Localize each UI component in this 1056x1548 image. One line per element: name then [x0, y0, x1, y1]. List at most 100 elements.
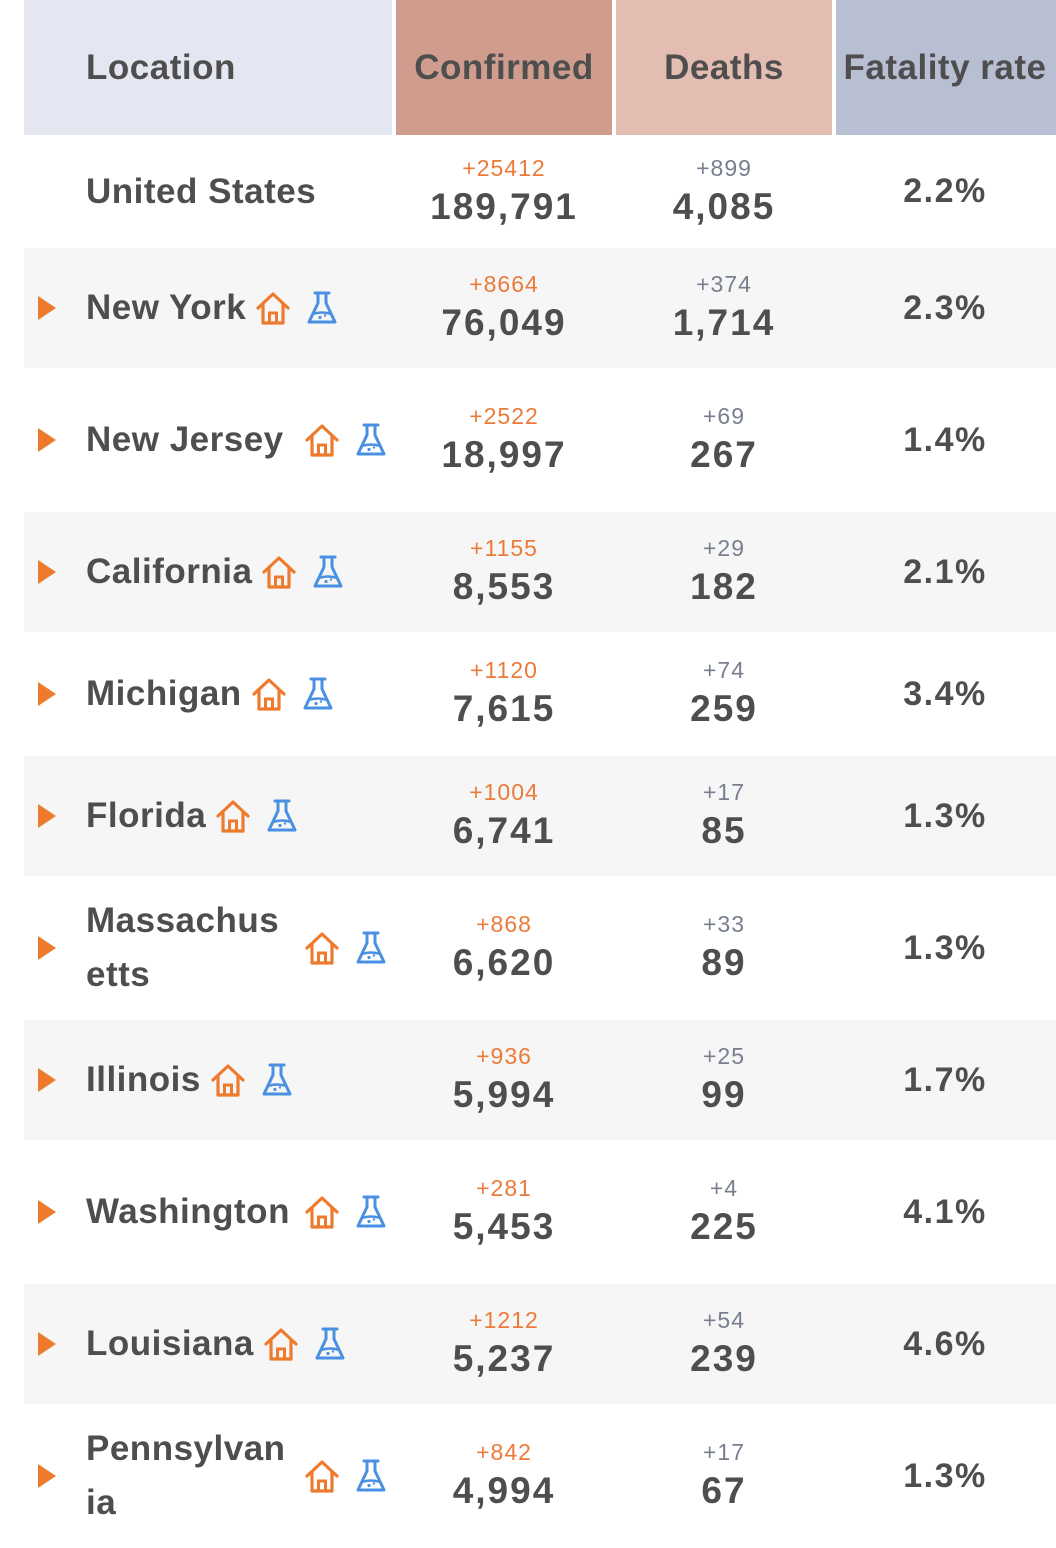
table-row[interactable]: California +1155 8,553	[24, 512, 1056, 632]
confirmed-cell: +281 5,453	[396, 1140, 612, 1284]
table-row[interactable]: Michigan +1120 7,615	[24, 632, 1056, 756]
deaths-delta: +17	[702, 779, 745, 805]
confirmed-cell: +1004 6,741	[396, 756, 612, 876]
header-deaths[interactable]: Deaths	[616, 0, 832, 135]
location-icons	[303, 421, 387, 459]
deaths-cell: +4 225	[616, 1140, 832, 1284]
house-icon	[264, 1328, 298, 1361]
house-icon	[211, 1064, 245, 1097]
deaths-delta: +374	[696, 271, 752, 297]
fatality-rate-value: 4.1%	[903, 1192, 987, 1231]
deaths-value: 85	[701, 810, 747, 851]
deaths-delta: +33	[702, 911, 745, 937]
flask-icon	[356, 931, 386, 964]
caret-right-icon[interactable]	[38, 682, 56, 706]
location-cell: Louisiana	[86, 1284, 346, 1404]
location-name: Louisiana	[86, 1324, 254, 1363]
table-row[interactable]: Illinois +936 5,994	[24, 1020, 1056, 1140]
location-name: United States	[86, 171, 317, 211]
caret-right-icon[interactable]	[38, 1464, 56, 1488]
flask-icon	[307, 291, 337, 324]
fatality-rate-value: 2.3%	[903, 288, 987, 327]
deaths-delta: +54	[702, 1307, 745, 1333]
caret-right-icon[interactable]	[38, 1068, 56, 1092]
table-row[interactable]: New Jersey +2522 18,997	[24, 368, 1056, 512]
deaths-delta: +17	[702, 1439, 745, 1465]
table-body: United States +25412 189,791 +899 4,085 …	[24, 135, 1056, 1548]
location-name: Florida	[86, 796, 207, 835]
confirmed-delta: +1212	[469, 1307, 539, 1333]
deaths-value: 89	[701, 942, 747, 983]
header-edge	[1054, 0, 1056, 135]
deaths-value: 259	[690, 688, 758, 729]
caret-right-icon[interactable]	[38, 1200, 56, 1224]
house-icon	[305, 1196, 339, 1229]
location-cell: California	[86, 512, 344, 632]
covid-table: Location Confirmed Deaths Fatality rate …	[24, 0, 1056, 1548]
header-confirmed[interactable]: Confirmed	[396, 0, 612, 135]
fatality-rate-value: 1.3%	[903, 928, 987, 967]
header-fatality-rate[interactable]: Fatality rate	[836, 0, 1054, 135]
table-row[interactable]: Florida +1004 6,741	[24, 756, 1056, 876]
deaths-cell: +899 4,085	[616, 135, 832, 248]
location-name: New York	[86, 288, 247, 327]
header-location[interactable]: Location	[24, 0, 392, 135]
confirmed-value: 6,741	[452, 810, 556, 851]
table-row[interactable]: Washington +281 5,453	[24, 1140, 1056, 1284]
location-name: Illinois	[86, 1060, 201, 1099]
flask-icon	[267, 799, 297, 832]
confirmed-value: 189,791	[430, 185, 578, 227]
deaths-delta: +69	[702, 403, 745, 429]
location-name: Massachusetts	[86, 901, 280, 994]
deaths-delta: +4	[709, 1175, 739, 1201]
location-cell: New Jersey	[86, 368, 387, 512]
deaths-cell: +25 99	[616, 1020, 832, 1140]
table-row[interactable]: Massachusetts +868 6,620	[24, 876, 1056, 1020]
confirmed-cell: +1120 7,615	[396, 632, 612, 756]
flask-icon	[356, 1459, 386, 1492]
caret-right-icon[interactable]	[38, 428, 56, 452]
table-row: United States +25412 189,791 +899 4,085 …	[24, 135, 1056, 248]
flask-icon	[356, 1195, 386, 1228]
caret-right-icon[interactable]	[38, 1332, 56, 1356]
table-row[interactable]: Pennsylvania +842 4,994	[24, 1404, 1056, 1548]
flask-icon	[315, 1327, 345, 1360]
location-cell: New York	[86, 248, 338, 368]
location-icons	[303, 1193, 387, 1231]
confirmed-cell: +1155 8,553	[396, 512, 612, 632]
deaths-cell: +17 85	[616, 756, 832, 876]
confirmed-value: 76,049	[441, 302, 567, 343]
caret-right-icon[interactable]	[38, 936, 56, 960]
location-name: New Jersey	[86, 420, 284, 459]
house-icon	[305, 1460, 339, 1493]
deaths-value: 99	[701, 1074, 747, 1115]
caret-right-icon[interactable]	[38, 560, 56, 584]
deaths-delta: +29	[702, 535, 745, 561]
location-icons	[260, 553, 344, 591]
fatality-rate-value: 1.3%	[903, 1456, 987, 1495]
deaths-value: 67	[701, 1470, 747, 1511]
deaths-value: 4,085	[672, 185, 776, 227]
confirmed-delta: +842	[476, 1439, 532, 1465]
deaths-value: 1,714	[672, 302, 776, 343]
location-icons	[250, 675, 334, 713]
caret-right-icon[interactable]	[38, 804, 56, 828]
table-row[interactable]: Louisiana +1212 5,237	[24, 1284, 1056, 1404]
deaths-cell: +33 89	[616, 876, 832, 1020]
fatality-rate-value: 2.2%	[903, 172, 987, 210]
confirmed-value: 7,615	[452, 688, 556, 729]
confirmed-delta: +868	[476, 911, 532, 937]
deaths-cell: +69 267	[616, 368, 832, 512]
house-icon	[262, 556, 297, 589]
confirmed-delta: +25412	[462, 154, 546, 181]
caret-right-icon[interactable]	[38, 296, 56, 320]
confirmed-delta: +936	[476, 1043, 532, 1069]
confirmed-cell: +1212 5,237	[396, 1284, 612, 1404]
location-icons	[303, 929, 387, 967]
deaths-value: 239	[690, 1338, 758, 1379]
table-row[interactable]: New York +8664 76,049	[24, 248, 1056, 368]
location-cell: Washington	[86, 1140, 387, 1284]
location-icons	[262, 1325, 346, 1363]
confirmed-cell: +936 5,994	[396, 1020, 612, 1140]
deaths-value: 225	[690, 1206, 758, 1247]
